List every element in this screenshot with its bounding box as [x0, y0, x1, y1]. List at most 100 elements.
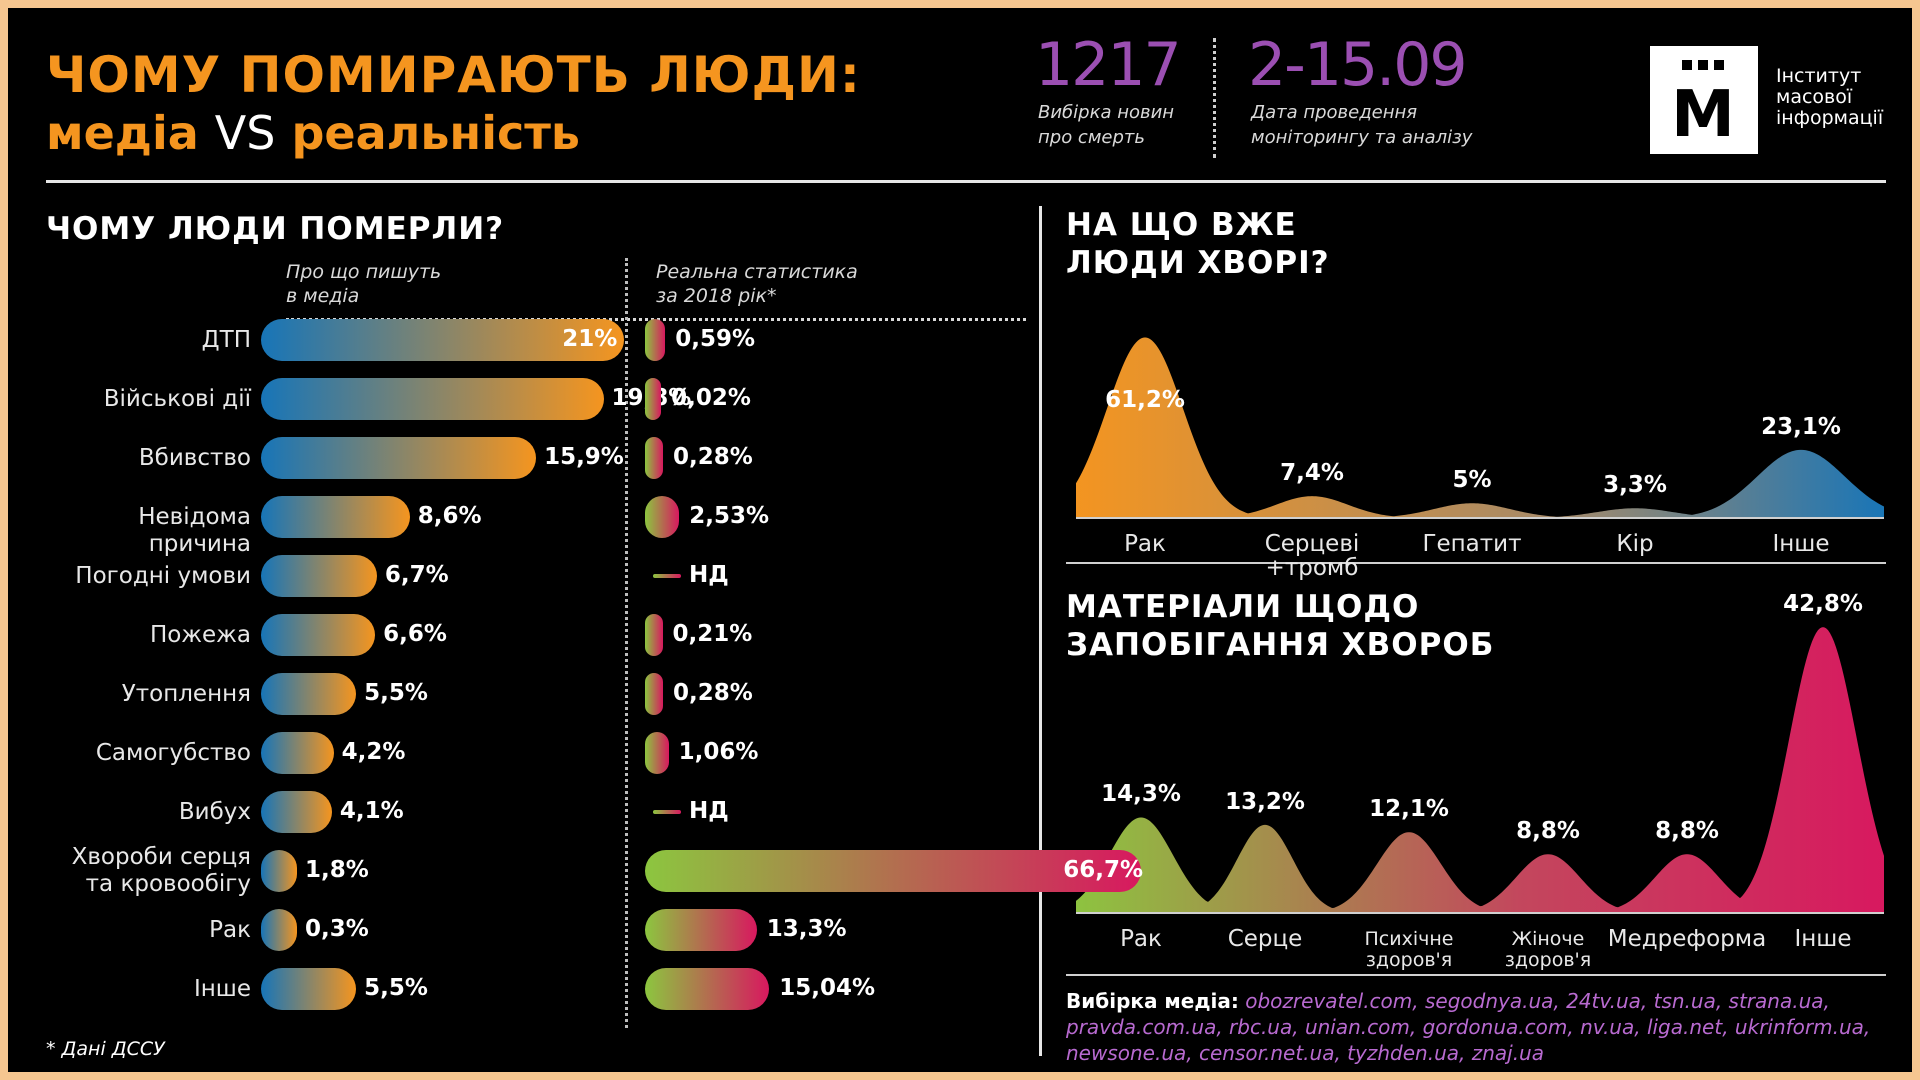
area-category-label: Рак: [1124, 531, 1166, 557]
real-head-line1: Реальна статистика: [656, 261, 858, 283]
media-bar: [261, 791, 332, 833]
media-bar: [261, 614, 376, 656]
peak-value-label: 23,1%: [1761, 413, 1841, 440]
stat-news-label: Вибірка новин про смерть: [1038, 100, 1174, 150]
category-label: ДТП: [201, 326, 251, 353]
media-value-label: 4,2%: [341, 739, 406, 765]
area-category-label: Жіноче здоров'я: [1504, 928, 1592, 971]
media-value-label: 21%: [562, 326, 618, 352]
category-label: Самогубство: [95, 739, 251, 766]
media-bar: [261, 437, 537, 479]
logo-org-line3: інформації: [1776, 107, 1884, 129]
chart2-title-line1: НА ЩО ВЖЕ: [1066, 207, 1297, 243]
media-column-head: Про що пишуть в медіа: [286, 260, 441, 308]
media-bar: [261, 319, 625, 361]
media-sample-label: Вибірка медіа: [1066, 989, 1231, 1013]
footnote: * Дані ДССУ: [46, 1038, 165, 1060]
category-label: Вибух: [178, 798, 251, 825]
chart3-title: МАТЕРІАЛИ ЩОДО ЗАПОБІГАННЯ ХВОРОБ: [1066, 588, 1494, 664]
main-title: ЧОМУ ПОМИРАЮТЬ ЛЮДИ:: [46, 46, 861, 104]
category-label: Рак: [209, 916, 251, 943]
category-label: Хвороби серця та кровообігу: [71, 844, 251, 897]
media-value-label: 15,9%: [544, 444, 624, 470]
peak-value-label: 8,8%: [1516, 818, 1580, 845]
real-na-mark: [653, 574, 681, 578]
stat-news-label-line2: про смерть: [1038, 127, 1145, 148]
media-sample: Вибірка медіа: obozrevatel.com, segodnya…: [1066, 989, 1871, 1065]
peak-value-label: 8,8%: [1655, 818, 1719, 845]
peak-value-label: 5%: [1452, 467, 1492, 494]
area-category-label: Інше: [1794, 926, 1852, 952]
section-divider: [1039, 206, 1042, 1056]
real-value-label: НД: [689, 562, 729, 588]
imi-logo: М: [1650, 46, 1758, 154]
real-na-mark: [653, 810, 681, 814]
real-value-label: 2,53%: [689, 503, 769, 529]
category-label: Інше: [193, 975, 251, 1002]
media-bar: [261, 378, 604, 420]
category-label: Невідома причина: [138, 503, 251, 557]
media-bar: [261, 673, 357, 715]
real-bar: [645, 378, 662, 420]
media-value-label: 6,7%: [384, 562, 449, 588]
left-heading: ЧОМУ ЛЮДИ ПОМЕРЛИ?: [46, 211, 505, 247]
media-head-line2: в медіа: [286, 285, 360, 307]
real-value-label: 1,06%: [678, 739, 759, 765]
media-bar: [261, 496, 410, 538]
real-value-label: 0,21%: [672, 621, 753, 647]
real-value-label: 15,04%: [779, 975, 876, 1001]
area-category-label: Психічне здоров'я: [1364, 928, 1454, 971]
category-label: Військові дії: [103, 385, 251, 412]
stat-date-label-line1: Дата проведення: [1251, 102, 1418, 123]
category-label: Утоплення: [121, 680, 251, 707]
real-value-label: 0,02%: [671, 385, 751, 411]
real-bar: [645, 319, 666, 361]
chart2-title: НА ЩО ВЖЕ ЛЮДИ ХВОРІ?: [1066, 206, 1330, 282]
stat-news-label-line1: Вибірка новин: [1038, 102, 1175, 123]
media-value-label: 5,5%: [364, 975, 428, 1001]
category-label: Погодні умови: [75, 562, 251, 589]
peak-value-label: 7,4%: [1280, 460, 1344, 487]
peak-value-label: 42,8%: [1783, 591, 1863, 618]
chart2-title-line2: ЛЮДИ ХВОРІ?: [1066, 245, 1330, 281]
media-value-label: 0,3%: [305, 916, 369, 942]
media-bar: [261, 850, 297, 892]
media-head-line1: Про що пишуть: [286, 261, 442, 283]
logo-org-line1: Інститут: [1776, 65, 1862, 87]
stat-news-count: 1217: [1035, 30, 1182, 100]
peak-value-label: 13,2%: [1225, 788, 1305, 815]
media-value-label: 8,6%: [417, 503, 482, 529]
real-column-head: Реальна статистика за 2018 рік*: [656, 260, 858, 308]
area-category-label: Рак: [1120, 926, 1162, 952]
peak-value-label: 3,3%: [1603, 472, 1667, 499]
subtitle-media: медіа: [46, 106, 199, 160]
media-value-label: 5,5%: [364, 680, 428, 706]
real-value-label: 0,59%: [675, 326, 756, 352]
peak-value-label: 12,1%: [1369, 796, 1449, 823]
area-category-label: Інше: [1772, 531, 1830, 557]
real-bar: [645, 909, 757, 951]
real-bar: [645, 850, 1142, 892]
infographic-canvas: ЧОМУ ПОМИРАЮТЬ ЛЮДИ: медіа VS реальність…: [8, 8, 1912, 1072]
real-value-label: НД: [689, 798, 729, 824]
media-bar: [261, 909, 297, 951]
real-bar: [645, 496, 680, 538]
chart3-title-line2: ЗАПОБІГАННЯ ХВОРОБ: [1066, 627, 1495, 663]
logo-org-line2: масової: [1776, 86, 1853, 108]
chart3-title-line1: МАТЕРІАЛИ ЩОДО: [1066, 589, 1420, 625]
real-bar: [645, 614, 663, 656]
area-category-label: Серце: [1227, 926, 1303, 952]
real-bar: [645, 732, 669, 774]
logo-mark-icon: М: [1671, 60, 1735, 152]
logo-letter: М: [1671, 78, 1735, 152]
illness-area-chart: [1076, 337, 1884, 914]
media-sample-list: obozrevatel.com, segodnya.ua, 24tv.ua, t…: [1066, 989, 1871, 1065]
column-divider: [625, 258, 628, 1028]
real-bar: [645, 673, 664, 715]
real-bar: [645, 968, 770, 1010]
right-mid-rule: [1066, 562, 1886, 564]
real-value-label: 0,28%: [673, 444, 753, 470]
subtitle-vs: VS: [214, 106, 276, 160]
category-label: Пожежа: [149, 621, 251, 648]
media-value-label: 1,8%: [305, 857, 369, 883]
